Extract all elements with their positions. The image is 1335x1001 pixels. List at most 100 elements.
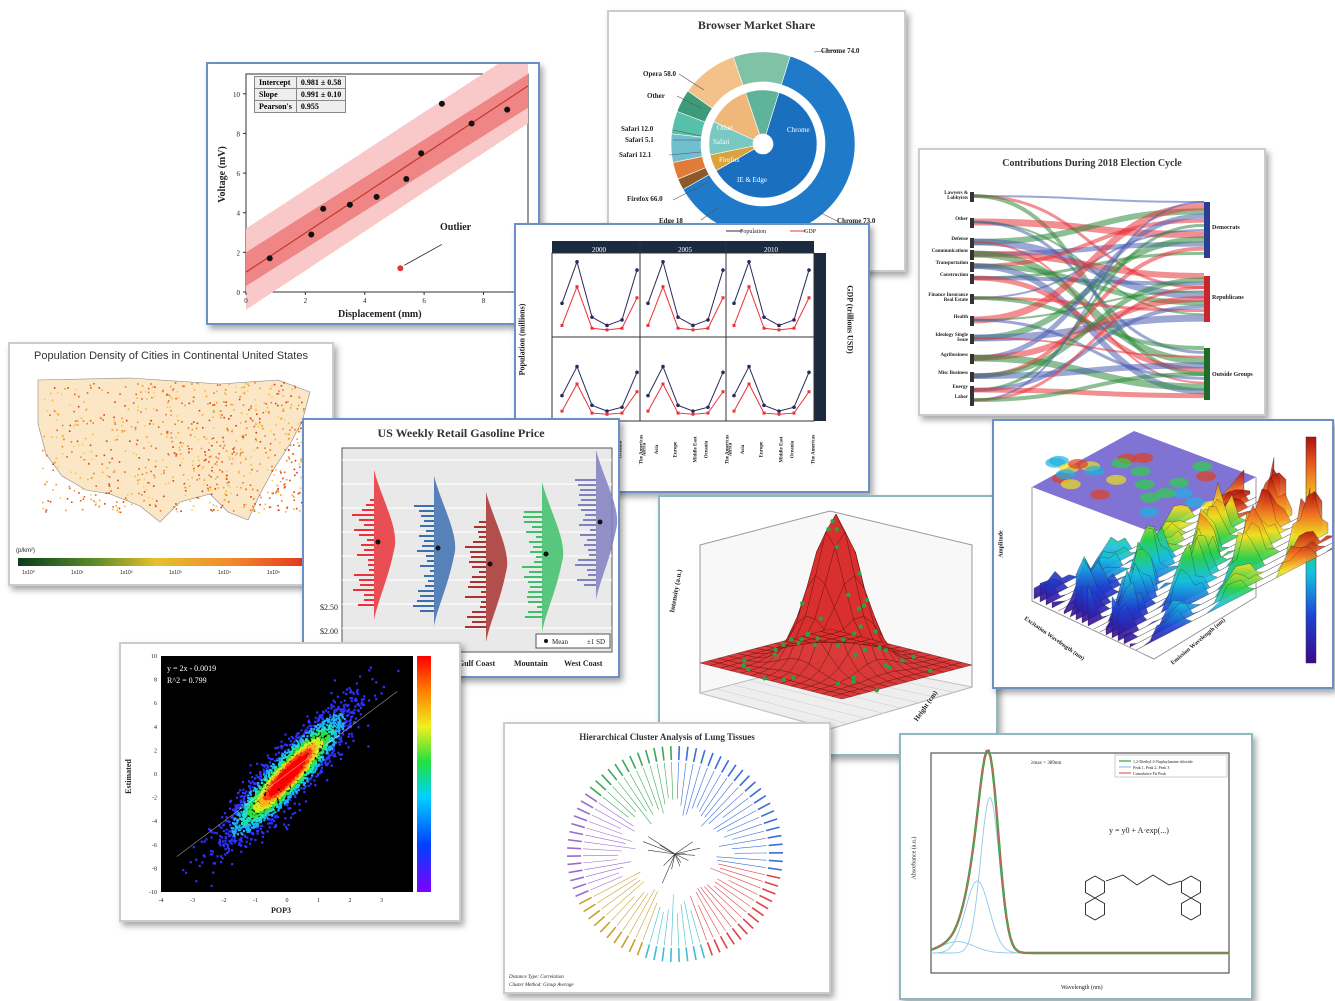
density-point	[307, 740, 310, 743]
density-point	[311, 741, 314, 744]
density-point	[330, 736, 333, 740]
density-scatter-card[interactable]: -4 -3 -2 -1 0 1 2 3 10 8 6 4 2 0 -2 -4 -6 -8 -10 y = 2x - …	[119, 642, 461, 922]
density-point	[339, 719, 342, 722]
density-point	[253, 812, 256, 815]
density-point	[324, 741, 328, 744]
density-point	[220, 836, 224, 839]
density-point	[294, 738, 297, 741]
linear-fit-chart-card[interactable]: 0 2 4 6 8 0 2 4 6 8 10 Intercept 0.981 ± 0.58 Slope…	[206, 62, 540, 325]
density-point	[321, 724, 324, 727]
density-point	[382, 685, 386, 689]
density-point	[318, 736, 321, 739]
density-point	[294, 757, 298, 760]
city-dot	[216, 464, 218, 466]
branch	[583, 848, 622, 852]
density-point	[338, 727, 341, 730]
city-dot	[92, 472, 95, 475]
city-dot	[190, 448, 193, 450]
density-point	[271, 792, 274, 795]
projection-blob	[1139, 507, 1160, 518]
density-point	[375, 681, 378, 684]
density-point	[285, 799, 288, 802]
density-point	[299, 760, 302, 763]
density-point	[225, 828, 228, 831]
city-dot	[287, 400, 289, 403]
density-point	[266, 809, 269, 812]
density-point	[287, 823, 290, 827]
density-point	[275, 825, 278, 828]
density-point	[284, 743, 287, 746]
population-gdp-panel-card[interactable]: Population GDP 2000 2005 2010 Population…	[514, 223, 870, 493]
gdp-point	[807, 296, 811, 300]
city-dot	[68, 430, 71, 433]
city-dot	[150, 419, 153, 422]
city-dot	[191, 509, 193, 511]
city-dot	[268, 506, 271, 509]
city-dot	[46, 481, 48, 483]
city-dot	[82, 420, 85, 422]
density-point	[338, 729, 341, 732]
density-point	[324, 761, 327, 764]
city-dot	[280, 384, 283, 387]
density-point	[301, 744, 304, 748]
gasoline-violin-card[interactable]: US Weekly Retail Gasoline Price $2.50 $2…	[302, 418, 620, 678]
city-dot	[283, 471, 286, 474]
data-point	[742, 658, 747, 663]
density-point	[275, 768, 278, 771]
density-point	[343, 717, 346, 721]
density-point	[225, 820, 228, 823]
city-dot	[149, 504, 151, 506]
density-point	[268, 774, 271, 778]
year-header: 2010	[764, 246, 778, 254]
density-point	[276, 759, 279, 762]
population-map-card[interactable]: Population Density of Cities in Continen…	[8, 342, 334, 586]
pop-line	[561, 260, 638, 327]
city-dot	[209, 486, 212, 489]
data-point	[266, 255, 273, 262]
city-dot	[299, 466, 301, 468]
city-dot	[222, 447, 225, 449]
density-point	[306, 749, 309, 753]
density-point	[274, 811, 277, 814]
density-point	[299, 739, 302, 742]
density-point	[345, 688, 349, 691]
density-point	[299, 745, 302, 748]
city-dot	[153, 391, 156, 394]
city-dot	[108, 461, 111, 464]
absorbance-spectrum-card[interactable]: y = y0 + A·exp(...) λmax = 389nm 1,2-Die…	[899, 733, 1253, 1000]
leaf-label-mark	[575, 890, 589, 897]
y-tick-label: 4	[237, 210, 241, 218]
density-point	[314, 765, 318, 768]
branch	[642, 902, 658, 941]
city-dot	[250, 496, 252, 498]
city-dot	[278, 509, 280, 511]
density-point	[327, 757, 331, 760]
inner-branch	[663, 853, 676, 866]
region-label: Oceania	[704, 440, 710, 459]
density-point	[313, 720, 317, 724]
density-point	[244, 811, 247, 814]
target-node	[1204, 348, 1210, 400]
density-point	[317, 757, 320, 760]
gaussian-surface-card[interactable]: Intensity (a.u.) Height (cm)	[658, 495, 998, 756]
slice-label: Other	[647, 92, 665, 100]
density-point	[341, 711, 344, 714]
density-point	[255, 800, 258, 803]
density-point	[267, 765, 270, 768]
density-point	[314, 745, 317, 748]
city-dot	[90, 450, 93, 453]
density-point	[211, 850, 214, 853]
density-point	[299, 773, 302, 776]
spectrum-3d-card[interactable]: Amplitude Excitation Wavelength (nm) Emi…	[992, 419, 1334, 689]
density-point	[228, 839, 231, 843]
city-dot	[275, 490, 278, 493]
density-point	[339, 708, 342, 711]
density-point	[332, 699, 335, 702]
city-dot	[162, 495, 165, 498]
city-dot	[81, 488, 84, 491]
cluster-dendrogram-card[interactable]: Hierarchical Cluster Analysis of Lung Ti…	[503, 722, 831, 994]
density-point	[312, 749, 315, 752]
election-sankey-card[interactable]: Contributions During 2018 Election Cycle…	[918, 148, 1266, 416]
leaf-label-mark	[567, 838, 582, 843]
city-dot	[176, 415, 178, 417]
